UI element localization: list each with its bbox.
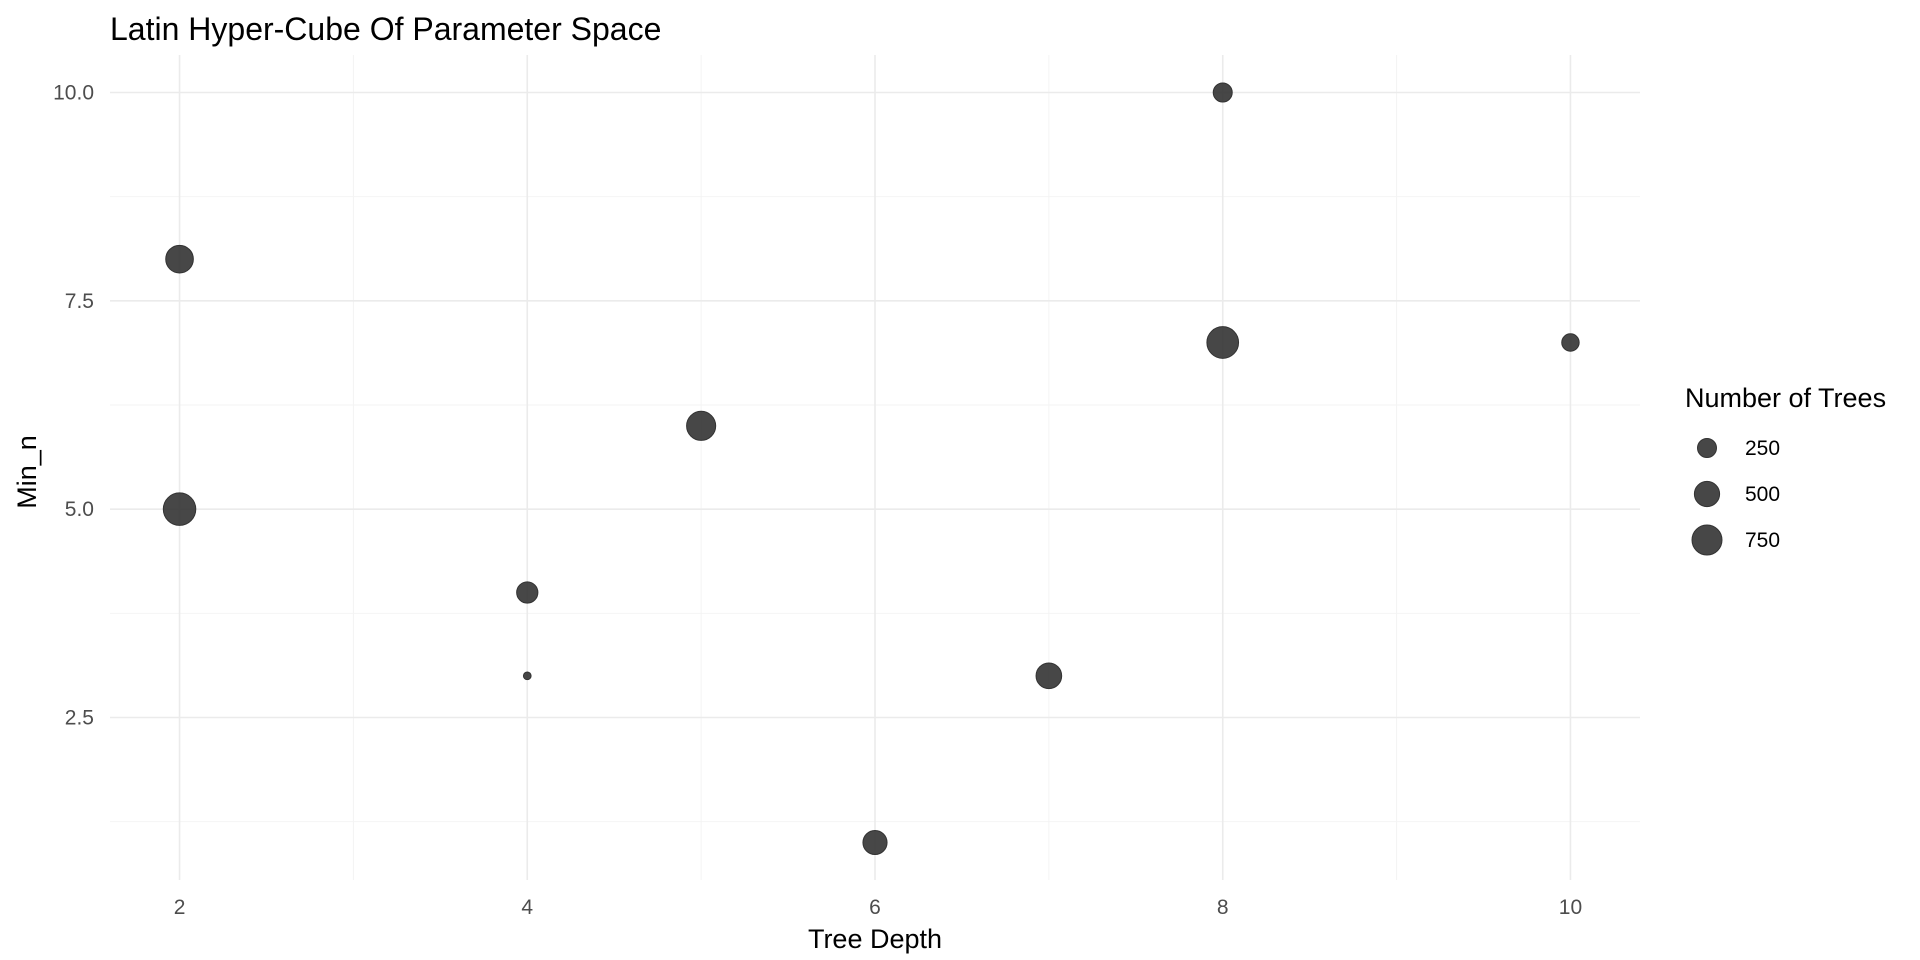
legend-size-key <box>1697 438 1717 458</box>
y-axis-title: Min_n <box>12 435 42 509</box>
data-point <box>1035 662 1063 690</box>
data-point <box>516 581 539 604</box>
data-point <box>165 244 194 274</box>
legend: Number of Trees 250 500 750 <box>1685 383 1886 556</box>
x-tick-label: 4 <box>521 896 533 919</box>
legend-entry-label: 500 <box>1745 483 1780 506</box>
y-axis-ticks: 2.5 5.0 7.5 10.0 <box>53 82 94 730</box>
legend-size-key <box>1693 480 1721 508</box>
x-tick-label: 6 <box>869 896 881 919</box>
y-tick-label: 7.5 <box>65 290 94 313</box>
legend-entry-label: 750 <box>1745 529 1780 552</box>
data-point <box>522 671 532 681</box>
grid-lines <box>110 55 1640 880</box>
x-tick-label: 10 <box>1559 896 1582 919</box>
y-tick-label: 5.0 <box>65 498 94 521</box>
data-point <box>162 492 197 526</box>
y-tick-label: 2.5 <box>65 707 94 730</box>
data-points <box>162 82 1580 856</box>
legend-size-key <box>1691 524 1723 556</box>
data-point <box>1206 326 1240 359</box>
y-tick-label: 10.0 <box>53 82 94 105</box>
data-point <box>686 410 717 441</box>
legend-entry-label: 250 <box>1745 437 1780 460</box>
data-point <box>1212 82 1233 103</box>
chart-title: Latin Hyper-Cube Of Parameter Space <box>110 11 661 47</box>
x-tick-label: 8 <box>1217 896 1229 919</box>
legend-title: Number of Trees <box>1685 383 1886 413</box>
data-point <box>862 829 888 856</box>
x-axis-title: Tree Depth <box>808 924 942 954</box>
x-tick-label: 2 <box>174 896 186 919</box>
data-point <box>1561 333 1580 352</box>
legend-entries: 250 500 750 <box>1691 437 1780 556</box>
x-axis-ticks: 2 4 6 8 10 <box>174 896 1582 919</box>
